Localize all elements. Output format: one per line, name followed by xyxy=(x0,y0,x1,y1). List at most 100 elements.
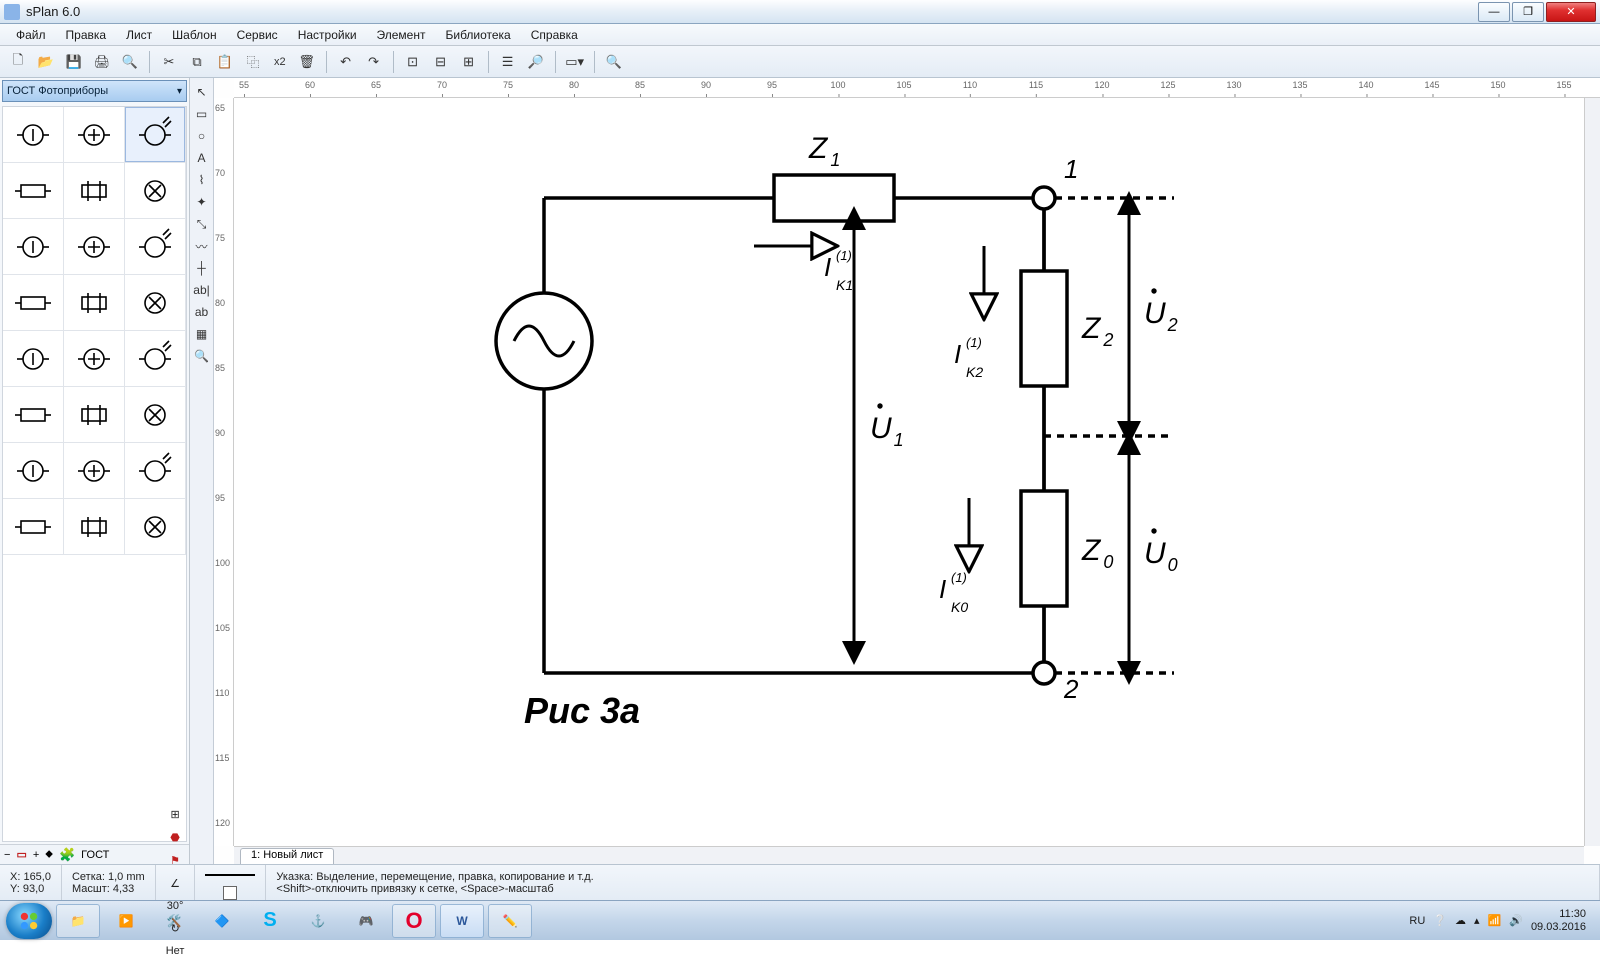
line-preview[interactable] xyxy=(205,866,255,876)
toolbar-find[interactable]: 🔎 xyxy=(524,50,548,74)
palette-symbol-21[interactable] xyxy=(3,499,64,555)
fill-preview[interactable] xyxy=(223,886,237,900)
palette-symbol-10[interactable] xyxy=(64,275,125,331)
taskbar-app4-icon[interactable]: 🎮 xyxy=(344,904,388,938)
menu-Правка[interactable]: Правка xyxy=(56,26,117,44)
palette-symbol-8[interactable] xyxy=(125,219,186,275)
start-button[interactable] xyxy=(6,903,52,939)
palette-symbol-14[interactable] xyxy=(125,331,186,387)
palette-symbol-3[interactable] xyxy=(3,163,64,219)
close-button[interactable]: ✕ xyxy=(1546,2,1596,22)
taskbar-splan-icon[interactable]: ✏️ xyxy=(488,904,532,938)
taskbar-opera-icon[interactable]: O xyxy=(392,904,436,938)
tool-1[interactable]: ▭ xyxy=(192,104,212,124)
tray-network-icon[interactable]: 📶 xyxy=(1488,914,1502,927)
toolbar-paste[interactable]: 📋 xyxy=(213,50,237,74)
library-select[interactable]: ГОСТ Фотоприборы ▾ xyxy=(2,80,187,102)
canvas[interactable]: Z1 Z2 Z0 1 2 U1 U2 U0 I (1) K1 xyxy=(234,98,1600,846)
toolbar-redo[interactable]: ↷ xyxy=(362,50,386,74)
palette-symbol-9[interactable] xyxy=(3,275,64,331)
palette-symbol-0[interactable] xyxy=(3,107,64,163)
palette-symbol-20[interactable] xyxy=(125,443,186,499)
palette-symbol-1[interactable] xyxy=(64,107,125,163)
grid-icon[interactable]: ⊞ xyxy=(170,808,179,821)
toolbar-print[interactable]: 🖨 xyxy=(90,50,114,74)
palette-symbol-6[interactable] xyxy=(3,219,64,275)
palette-symbol-19[interactable] xyxy=(64,443,125,499)
toolbar-dup[interactable]: ⿻ xyxy=(241,50,265,74)
toolbar-snap1[interactable]: ⊡ xyxy=(401,50,425,74)
palette-symbol-18[interactable] xyxy=(3,443,64,499)
tool-10[interactable]: ab xyxy=(192,302,212,322)
tool-8[interactable]: ┼ xyxy=(192,258,212,278)
palette-symbol-23[interactable] xyxy=(125,499,186,555)
palette-symbol-7[interactable] xyxy=(64,219,125,275)
palette-symbol-4[interactable] xyxy=(64,163,125,219)
taskbar-explorer-icon[interactable]: 📁 xyxy=(56,904,100,938)
horizontal-scrollbar[interactable]: 1: Новый лист xyxy=(234,846,1584,864)
toolbar-open[interactable]: 📂 xyxy=(34,50,58,74)
palette-minus-icon[interactable]: − xyxy=(4,849,10,861)
tray-help-icon[interactable]: ❔ xyxy=(1433,914,1447,927)
toolbar-zoom-combo[interactable]: ▭▾ xyxy=(563,50,587,74)
tool-12[interactable]: 🔍 xyxy=(192,346,212,366)
palette-plus-icon[interactable]: + xyxy=(33,849,39,861)
taskbar-skype-icon[interactable]: S xyxy=(248,904,292,938)
tray-volume-icon[interactable]: 🔊 xyxy=(1509,914,1523,927)
palette-symbol-16[interactable] xyxy=(64,387,125,443)
palette-symbol-17[interactable] xyxy=(125,387,186,443)
palette-symbol-5[interactable] xyxy=(125,163,186,219)
menu-Библиотека[interactable]: Библиотека xyxy=(435,26,520,44)
toolbar-snap3[interactable]: ⊞ xyxy=(457,50,481,74)
tool-6[interactable]: ⤡ xyxy=(192,214,212,234)
tool-7[interactable]: 〰 xyxy=(192,236,212,256)
menu-Файл[interactable]: Файл xyxy=(6,26,56,44)
menu-Справка[interactable]: Справка xyxy=(521,26,588,44)
minimize-button[interactable]: — xyxy=(1478,2,1510,22)
toolbar-zoom[interactable]: 🔍 xyxy=(602,50,626,74)
taskbar-word-icon[interactable]: W xyxy=(440,904,484,938)
palette-symbol-13[interactable] xyxy=(64,331,125,387)
maximize-button[interactable]: ❐ xyxy=(1512,2,1544,22)
angle-icon[interactable]: ∠ xyxy=(170,877,180,890)
toolbar-undo[interactable]: ↶ xyxy=(334,50,358,74)
menu-Шаблон[interactable]: Шаблон xyxy=(162,26,226,44)
taskbar-app1-icon[interactable]: 🛠️ xyxy=(152,904,196,938)
taskbar-app3-icon[interactable]: ⚓ xyxy=(296,904,340,938)
palette-tag1-icon[interactable]: ▭ xyxy=(16,848,26,861)
toolbar-new[interactable]: 🗋 xyxy=(6,50,30,74)
toolbar-trash[interactable]: 🗑 xyxy=(295,50,319,74)
vertical-scrollbar[interactable] xyxy=(1584,98,1600,846)
palette-symbol-2[interactable] xyxy=(125,107,186,163)
menu-Сервис[interactable]: Сервис xyxy=(227,26,288,44)
tray-lang[interactable]: RU xyxy=(1409,915,1425,927)
toolbar-form[interactable]: ☰ xyxy=(496,50,520,74)
taskbar-app2-icon[interactable]: 🔷 xyxy=(200,904,244,938)
tool-11[interactable]: ▦ xyxy=(192,324,212,344)
tool-4[interactable]: ⌇ xyxy=(192,170,212,190)
tray-arrow-icon[interactable]: ▴ xyxy=(1474,914,1480,927)
tool-5[interactable]: ✦ xyxy=(192,192,212,212)
toolbar-snap2[interactable]: ⊟ xyxy=(429,50,453,74)
sheet-tab[interactable]: 1: Новый лист xyxy=(240,848,334,864)
toolbar-save[interactable]: 💾 xyxy=(62,50,86,74)
tray-cloud-icon[interactable]: ☁ xyxy=(1455,914,1466,927)
tool-2[interactable]: ○ xyxy=(192,126,212,146)
tool-3[interactable]: A xyxy=(192,148,212,168)
palette-symbol-22[interactable] xyxy=(64,499,125,555)
taskbar-media-icon[interactable]: ▶️ xyxy=(104,904,148,938)
menu-Настройки[interactable]: Настройки xyxy=(288,26,367,44)
palette-up-icon[interactable]: ⬥ xyxy=(45,848,53,861)
tray-clock[interactable]: 11:30 09.03.2016 xyxy=(1531,908,1586,934)
menu-Лист[interactable]: Лист xyxy=(116,26,162,44)
toolbar-preview[interactable]: 🔍 xyxy=(118,50,142,74)
toolbar-copy[interactable]: ⧉ xyxy=(185,50,209,74)
tool-0[interactable]: ↖ xyxy=(192,82,212,102)
toolbar-x2[interactable]: x2 xyxy=(269,50,291,74)
magnet-icon[interactable]: ⬣ xyxy=(170,831,180,844)
palette-lib-icon[interactable]: 🧩 xyxy=(59,847,75,863)
palette-symbol-15[interactable] xyxy=(3,387,64,443)
palette-symbol-12[interactable] xyxy=(3,331,64,387)
toolbar-cut[interactable]: ✂ xyxy=(157,50,181,74)
palette-symbol-11[interactable] xyxy=(125,275,186,331)
